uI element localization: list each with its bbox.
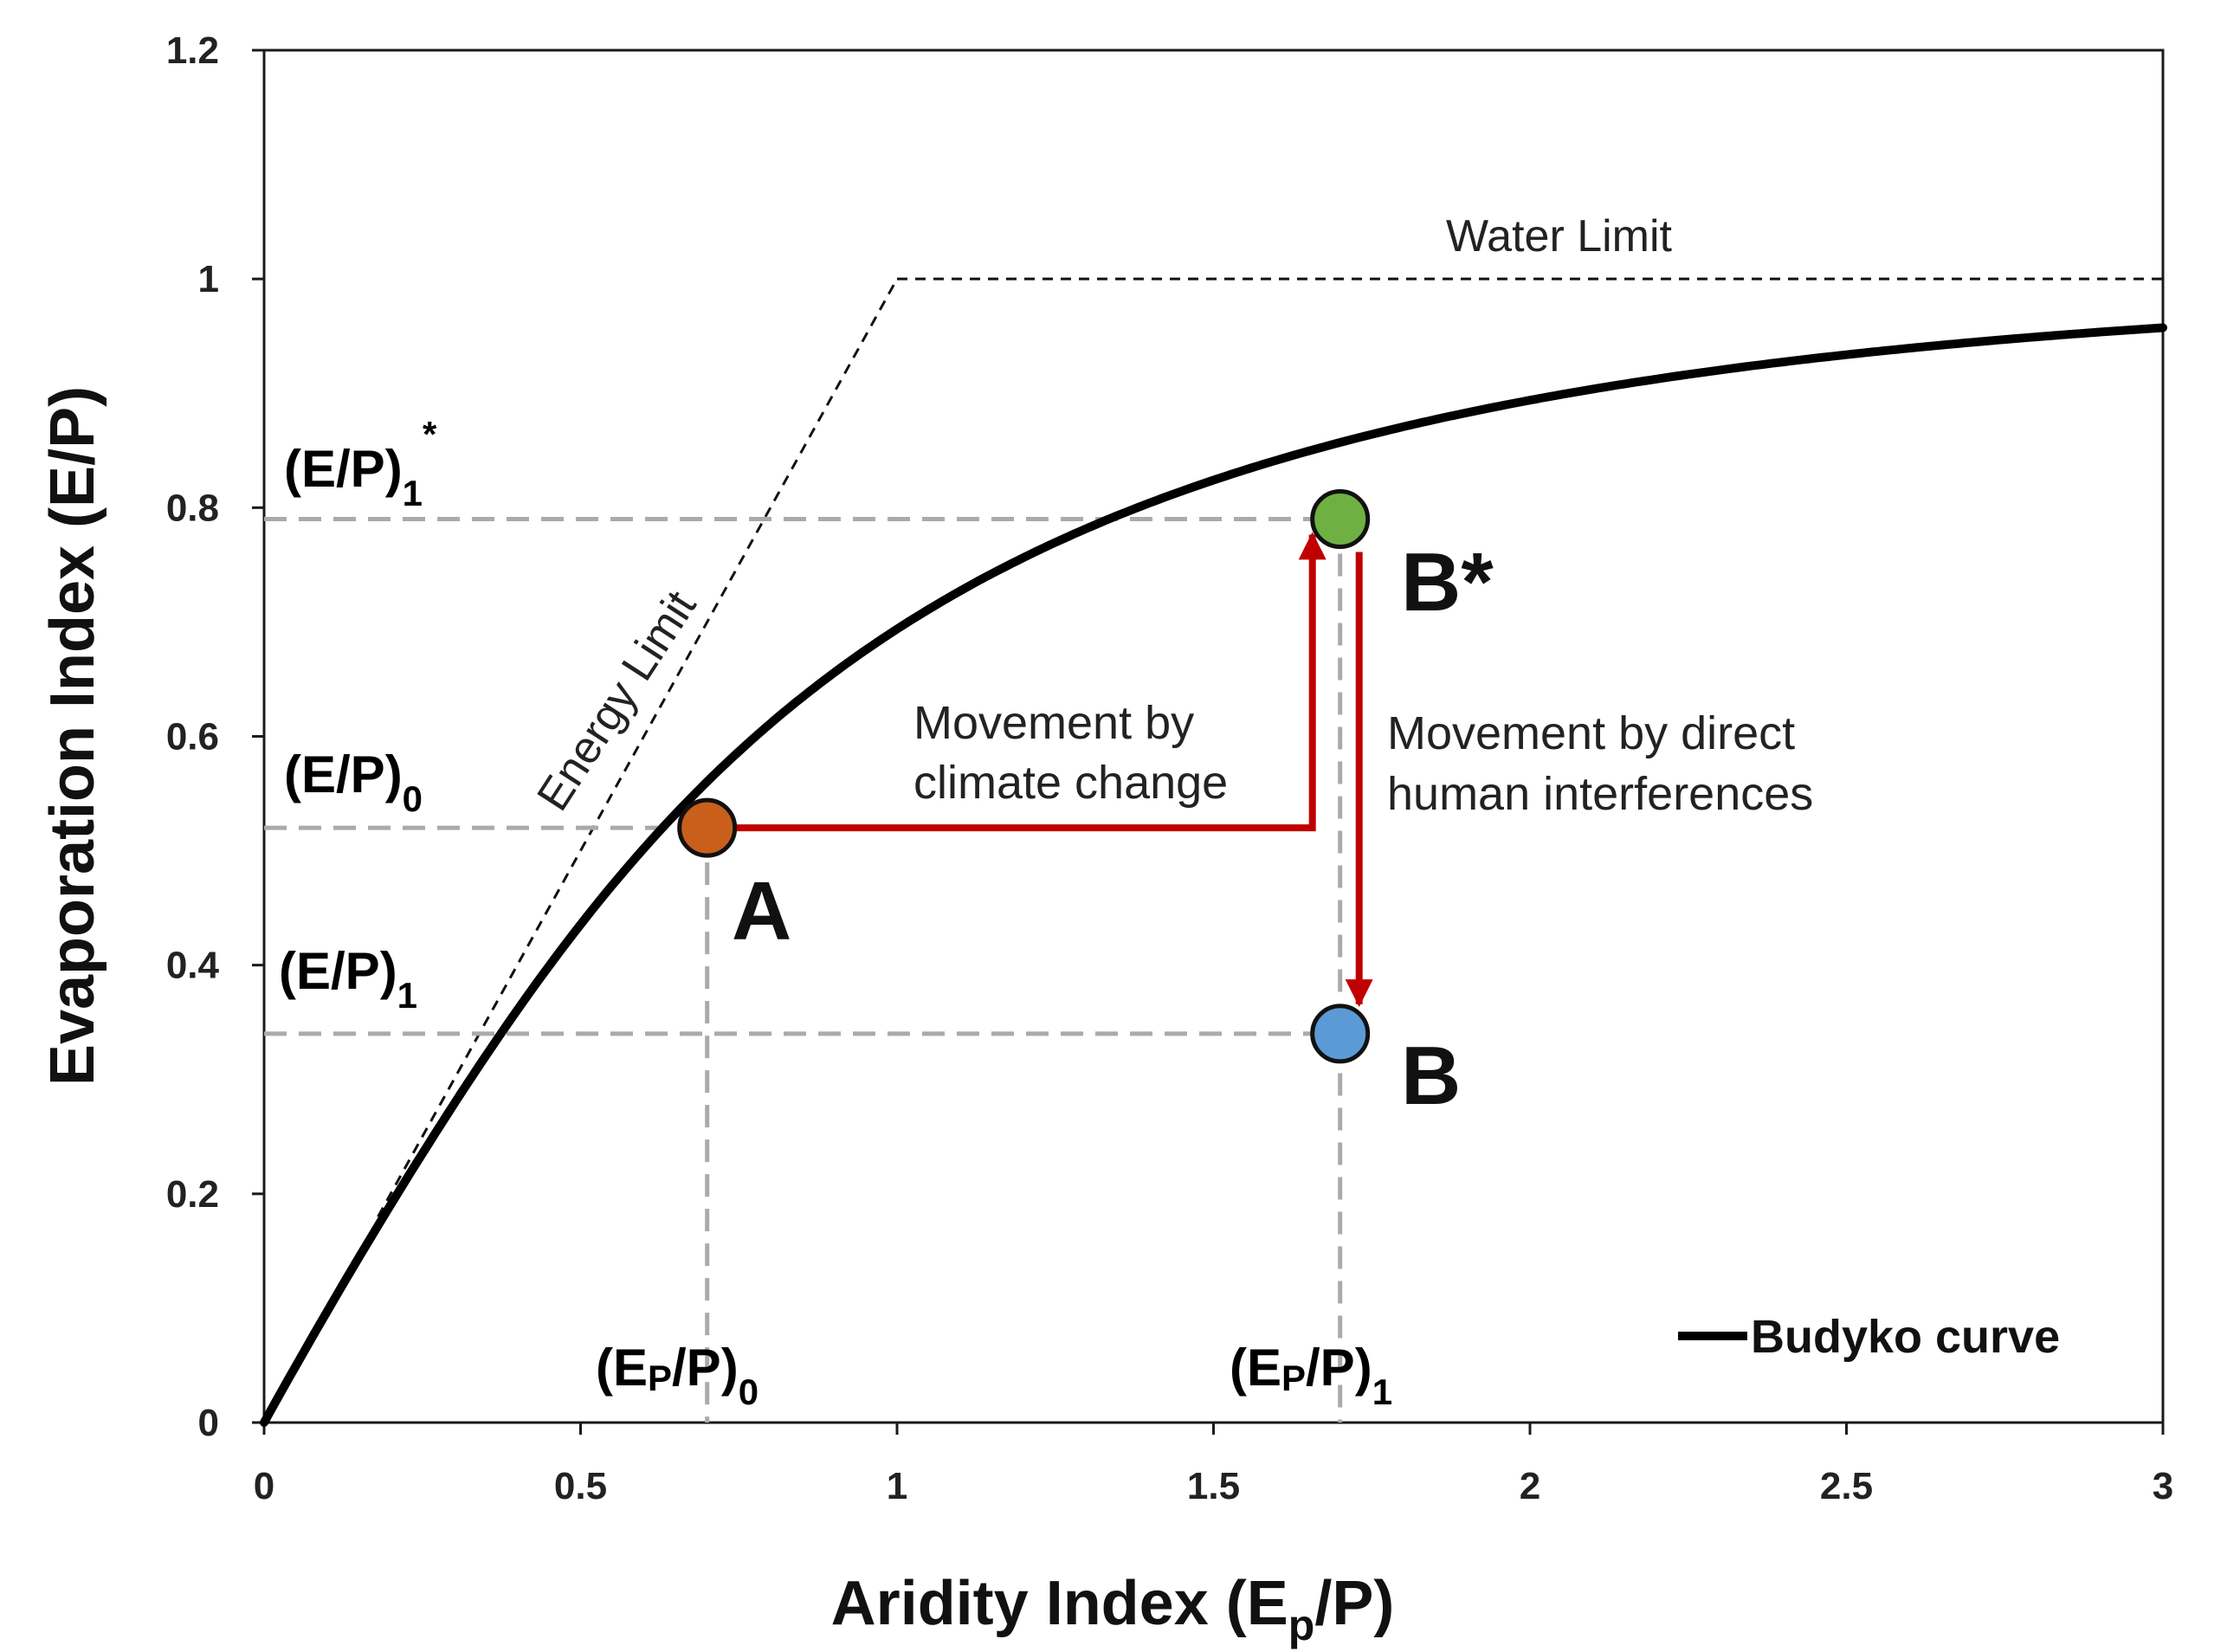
y-tick-label: 0.6 — [166, 716, 219, 758]
y-axis-title: Evaporation Index (E/P) — [38, 386, 107, 1086]
legend-label: Budyko curve — [1751, 1311, 2060, 1363]
label-ep-p1-sub: P — [1281, 1358, 1306, 1398]
label-ep-p1-index: 1 — [1372, 1371, 1392, 1412]
x-axis-title-sub: p — [1288, 1601, 1315, 1649]
human-annotation-line-2: human interferences — [1387, 768, 1813, 820]
label-e-p1-star: (E/P)1* — [284, 414, 437, 513]
climate-annotation-line-1: Movement by — [913, 697, 1194, 749]
label-ep-p1-close: /P) — [1306, 1339, 1372, 1397]
y-tick-label: 0.8 — [166, 487, 219, 529]
y-axis-ticks — [252, 48, 264, 1424]
budyko-curve — [260, 323, 2167, 1427]
x-tick-label: 2.5 — [1820, 1465, 1873, 1507]
x-tick-label: 0.5 — [554, 1465, 607, 1507]
label-ep-p0-main: (E — [596, 1339, 648, 1397]
y-tick-label: 0.2 — [166, 1173, 219, 1216]
y-tick-label: 0.4 — [166, 945, 220, 987]
label-e-p1: (E/P)1 — [279, 942, 417, 1016]
x-tick-label: 2 — [1520, 1465, 1540, 1507]
y-axis-tick-labels: 0 0.2 0.4 0.6 0.8 1 1.2 — [166, 29, 220, 1444]
x-tick-label: 1.5 — [1187, 1465, 1240, 1507]
x-tick-label: 1 — [887, 1465, 907, 1507]
label-e-p1-star-index: 1 — [403, 473, 423, 513]
label-e-p0-index: 0 — [403, 778, 423, 819]
x-axis-title-main: Aridity Index (E — [831, 1569, 1288, 1638]
label-ep-p0-close: /P) — [672, 1339, 739, 1397]
label-ep-p1: (EP/P)1 — [1230, 1339, 1392, 1412]
y-tick-label: 1 — [198, 258, 219, 300]
climate-change-arrow — [731, 532, 1327, 832]
label-e-p1-main: (E/P) — [279, 942, 397, 1000]
label-ep-p0: (EP/P)0 — [596, 1339, 758, 1412]
point-b-star-marker — [1310, 489, 1371, 550]
x-axis-title-tail: /P) — [1314, 1569, 1394, 1638]
water-limit-label: Water Limit — [1446, 211, 1673, 261]
label-ep-p1-main: (E — [1230, 1339, 1281, 1397]
label-e-p1-index: 1 — [397, 975, 417, 1016]
label-e-p1-star-star: * — [423, 414, 437, 455]
label-e-p0: (E/P)0 — [284, 745, 423, 819]
point-b-marker — [1310, 1003, 1371, 1064]
climate-annotation-line-2: climate change — [913, 757, 1228, 809]
label-ep-p0-sub: P — [648, 1358, 672, 1398]
human-annotation-line-1: Movement by direct — [1387, 707, 1795, 759]
energy-limit-line — [377, 278, 899, 1217]
label-e-p0-main: (E/P) — [284, 745, 403, 803]
x-axis-ticks — [262, 1423, 2165, 1435]
x-axis-tick-labels: 0 0.5 1 1.5 2 2.5 3 — [254, 1465, 2173, 1507]
point-b-label: B — [1401, 1029, 1461, 1122]
label-e-p1-star-main: (E/P) — [284, 440, 403, 498]
x-tick-label: 0 — [254, 1465, 274, 1507]
y-tick-label: 0 — [198, 1402, 219, 1444]
label-ep-p0-index: 0 — [739, 1371, 758, 1412]
x-tick-label: 3 — [2153, 1465, 2173, 1507]
x-axis-title: Aridity Index (Ep/P) — [831, 1569, 1395, 1649]
plot-frame — [262, 48, 2165, 1424]
y-tick-label: 1.2 — [166, 29, 219, 72]
point-a-marker — [677, 797, 738, 858]
point-a-label: A — [732, 865, 791, 958]
point-b-star-label: B* — [1401, 536, 1494, 629]
